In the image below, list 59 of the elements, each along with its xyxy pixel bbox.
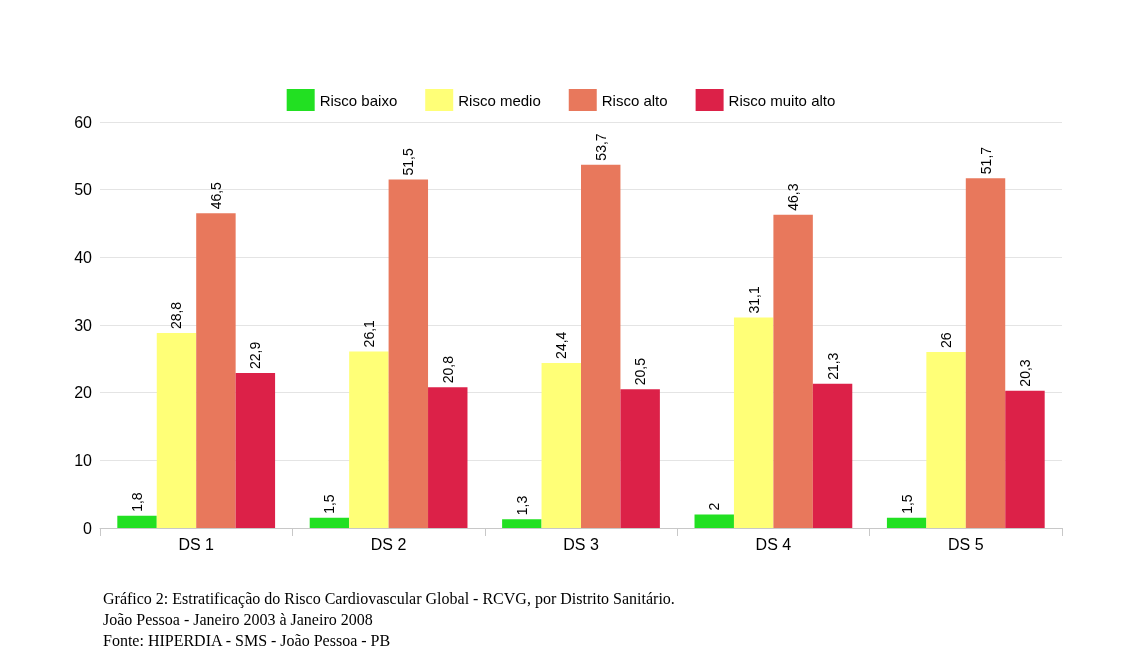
data-label: 1,3 bbox=[513, 495, 530, 516]
y-tick-label: 40 bbox=[74, 248, 93, 266]
data-label: 51,5 bbox=[400, 148, 417, 176]
y-tick-label: 0 bbox=[83, 519, 93, 537]
bar bbox=[926, 352, 966, 528]
bar bbox=[620, 389, 660, 528]
data-label: 21,3 bbox=[824, 352, 841, 380]
data-label: 51,7 bbox=[977, 146, 994, 175]
bar bbox=[388, 179, 429, 528]
y-tick-label: 10 bbox=[74, 451, 93, 469]
bar bbox=[541, 362, 581, 528]
data-label: 1,5 bbox=[321, 494, 338, 514]
bar bbox=[733, 317, 774, 528]
bar bbox=[886, 517, 927, 528]
bar bbox=[694, 514, 734, 528]
x-tick-label: DS 5 bbox=[948, 535, 984, 553]
bar bbox=[812, 383, 853, 528]
data-label: 28,8 bbox=[168, 301, 185, 330]
bar bbox=[309, 517, 350, 528]
bar bbox=[965, 178, 1006, 528]
bar bbox=[581, 164, 621, 528]
data-label: 26,1 bbox=[360, 319, 377, 348]
bar bbox=[349, 351, 389, 528]
bar bbox=[156, 333, 197, 528]
source-note: Fonte: HIPERDIA - SMS - João Pessoa - PB bbox=[103, 631, 391, 649]
bar bbox=[196, 213, 236, 528]
legend-label: Risco alto bbox=[601, 91, 668, 109]
text: Gráfico 2: Estratificação do Risco Cardiovascular Global - RCVG, por Distrito Sanitário. bbox=[103, 589, 675, 608]
y-tick-label: 50 bbox=[74, 181, 93, 199]
data-label: 1,8 bbox=[129, 492, 146, 512]
data-label: 22,9 bbox=[247, 341, 264, 370]
y-tick-label: 20 bbox=[74, 384, 93, 402]
data-label: 20,5 bbox=[632, 357, 649, 386]
data-label: 31,1 bbox=[745, 286, 762, 314]
data-label: 1,5 bbox=[898, 494, 915, 514]
bar bbox=[502, 519, 542, 528]
y-tick-label: 60 bbox=[74, 113, 93, 131]
bar bbox=[428, 387, 468, 528]
legend-label: Risco muito alto bbox=[728, 91, 836, 109]
data-label: 53,7 bbox=[592, 133, 609, 161]
data-label: 46,3 bbox=[785, 183, 802, 211]
data-label: 20,8 bbox=[439, 355, 456, 384]
x-tick-label: DS 4 bbox=[755, 535, 792, 553]
text: João Pessoa - Janeiro 2003 à Janeiro 2008 bbox=[103, 610, 373, 628]
legend-label: Risco baixo bbox=[319, 91, 398, 109]
data-label: 20,3 bbox=[1016, 359, 1033, 387]
x-tick-label: DS 2 bbox=[370, 535, 407, 553]
legend-label: Risco medio bbox=[458, 91, 541, 109]
data-label: 2 bbox=[706, 502, 723, 511]
bar bbox=[1005, 390, 1045, 528]
data-label: 46,5 bbox=[207, 181, 224, 210]
x-tick-label: DS 3 bbox=[563, 535, 599, 553]
x-tick-label: DS 1 bbox=[178, 535, 215, 553]
data-label: 24,4 bbox=[553, 331, 570, 359]
bar bbox=[773, 214, 813, 528]
bar bbox=[117, 515, 157, 528]
y-tick-label: 30 bbox=[74, 316, 93, 334]
data-label: 26 bbox=[938, 332, 955, 349]
bar bbox=[235, 373, 276, 528]
